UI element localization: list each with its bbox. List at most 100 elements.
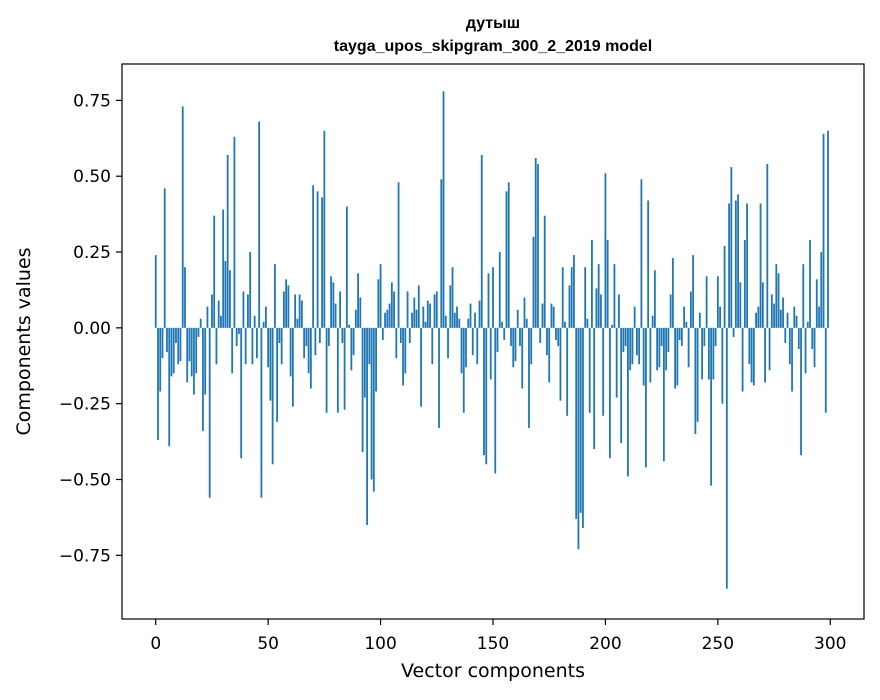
bar bbox=[377, 279, 380, 328]
bar bbox=[523, 297, 526, 328]
bar bbox=[327, 327, 330, 347]
bar bbox=[397, 182, 400, 328]
bar bbox=[507, 182, 510, 328]
bar bbox=[705, 276, 708, 328]
bar bbox=[305, 327, 308, 347]
bar bbox=[247, 294, 249, 328]
bar bbox=[584, 267, 587, 328]
bar bbox=[357, 273, 359, 328]
bar bbox=[550, 303, 553, 328]
bar bbox=[613, 264, 616, 328]
bar bbox=[521, 327, 524, 389]
bar bbox=[300, 300, 303, 328]
bar bbox=[202, 327, 204, 431]
bar bbox=[368, 327, 371, 365]
bar bbox=[809, 239, 811, 328]
bar bbox=[166, 327, 168, 353]
bar bbox=[415, 309, 418, 328]
chart-title: дутыш bbox=[466, 15, 520, 32]
bar bbox=[204, 327, 207, 395]
bar bbox=[813, 327, 816, 368]
bar bbox=[287, 285, 290, 328]
bar bbox=[519, 327, 521, 347]
bar bbox=[393, 291, 395, 328]
y-tick-label: −0.75 bbox=[59, 546, 111, 566]
bar bbox=[256, 327, 258, 359]
bar bbox=[564, 321, 566, 328]
bar bbox=[159, 327, 162, 392]
bar bbox=[615, 327, 618, 398]
bar bbox=[321, 197, 324, 328]
bar bbox=[193, 327, 195, 395]
bar bbox=[197, 327, 200, 337]
bar bbox=[766, 164, 769, 328]
bar bbox=[525, 318, 528, 328]
bar bbox=[629, 327, 632, 371]
bar bbox=[512, 327, 515, 368]
bar bbox=[606, 239, 609, 328]
bar bbox=[824, 327, 827, 413]
bar bbox=[595, 288, 598, 328]
bar bbox=[653, 270, 656, 328]
bar bbox=[485, 327, 488, 465]
x-axis-label: Vector components bbox=[401, 660, 585, 682]
bar bbox=[620, 327, 623, 444]
bar bbox=[307, 327, 310, 374]
x-axis: 0 50 100 150 200 250 300 bbox=[150, 619, 846, 654]
bar bbox=[588, 327, 591, 413]
bar bbox=[316, 191, 319, 328]
bar bbox=[723, 245, 726, 328]
bar bbox=[332, 282, 335, 328]
x-tick-label: 150 bbox=[477, 634, 509, 654]
bar bbox=[489, 327, 492, 380]
bar bbox=[170, 327, 173, 377]
bar bbox=[719, 306, 721, 328]
bar bbox=[309, 327, 312, 389]
bar bbox=[359, 297, 362, 328]
bar bbox=[406, 291, 409, 328]
bar bbox=[647, 200, 650, 328]
bar bbox=[683, 306, 686, 328]
bar bbox=[330, 276, 333, 328]
bar bbox=[627, 327, 629, 477]
bar bbox=[217, 300, 220, 328]
bar bbox=[260, 327, 263, 498]
bar bbox=[280, 327, 283, 365]
bar bbox=[543, 215, 546, 328]
bar bbox=[186, 327, 189, 383]
bar bbox=[278, 327, 281, 344]
y-axis-label: Components values bbox=[13, 247, 35, 435]
bar bbox=[764, 327, 766, 383]
bar bbox=[318, 327, 321, 344]
bar bbox=[624, 327, 627, 347]
bar bbox=[494, 327, 497, 474]
bar bbox=[480, 154, 483, 328]
y-tick-label: 0.50 bbox=[73, 167, 111, 187]
bar bbox=[291, 327, 294, 407]
bar bbox=[395, 327, 398, 359]
bar bbox=[552, 306, 555, 328]
bar bbox=[793, 306, 796, 328]
bar bbox=[458, 318, 461, 328]
bar bbox=[602, 327, 605, 416]
bar bbox=[806, 321, 809, 328]
bar bbox=[800, 327, 802, 456]
bar bbox=[694, 327, 697, 434]
bar bbox=[483, 327, 485, 456]
bar bbox=[478, 300, 481, 328]
bar bbox=[725, 327, 728, 589]
bar bbox=[505, 191, 508, 328]
bar bbox=[631, 327, 634, 365]
bar bbox=[413, 297, 416, 328]
bar bbox=[818, 306, 820, 328]
bar bbox=[822, 133, 825, 328]
bar bbox=[611, 324, 614, 328]
bar bbox=[676, 327, 679, 386]
bar bbox=[622, 327, 625, 353]
bar bbox=[433, 294, 436, 328]
bar bbox=[570, 267, 573, 328]
bar bbox=[220, 315, 222, 328]
bar bbox=[289, 327, 292, 377]
